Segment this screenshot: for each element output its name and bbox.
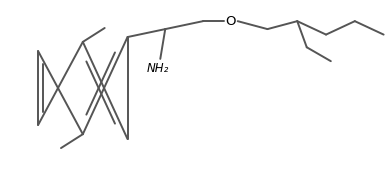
Text: O: O [226,15,236,28]
Text: NH₂: NH₂ [147,62,170,75]
